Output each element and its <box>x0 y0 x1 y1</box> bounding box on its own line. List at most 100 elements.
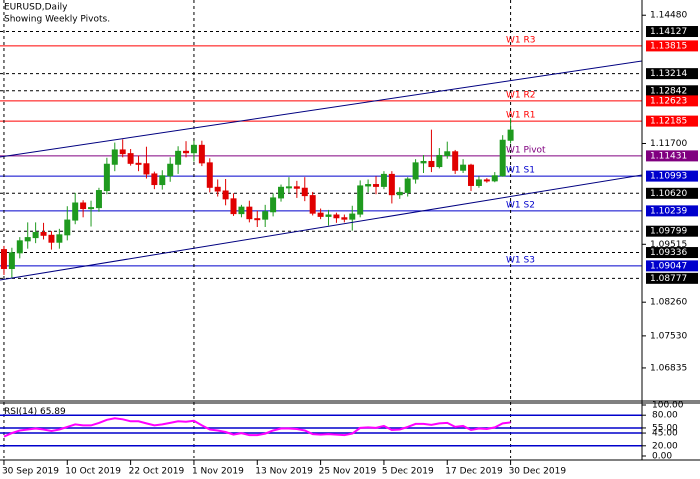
y-tick-label: 1.14480 <box>650 11 687 21</box>
x-tick-label: 30 Sep 2019 <box>2 467 59 477</box>
candle-body <box>507 129 514 141</box>
pivot-value: 1.10993 <box>650 172 687 182</box>
candle-body <box>143 163 150 175</box>
rsi-tick-label: 80.00 <box>652 411 678 421</box>
y-tick-label: 1.09515 <box>650 240 687 250</box>
candle-body <box>175 150 182 165</box>
candle-body <box>452 151 459 171</box>
pivot-name: W1 S1 <box>506 166 535 176</box>
candle-body <box>436 154 443 168</box>
x-tick-label: 22 Oct 2019 <box>129 467 185 477</box>
candle-body <box>278 186 285 199</box>
rsi-tick-label: 45.00 <box>652 429 678 439</box>
rsi-tick-label: 100.00 <box>652 401 684 411</box>
candle-body <box>222 190 229 200</box>
pivot-value: 1.12185 <box>650 117 687 127</box>
candle-body <box>460 164 467 171</box>
candle-body <box>246 206 253 220</box>
pivot-box <box>646 170 698 182</box>
pivot-name: W1 R1 <box>506 111 535 121</box>
candle-body <box>396 191 403 196</box>
channel-lower <box>0 174 643 281</box>
candle-body <box>262 211 269 220</box>
candle-body <box>301 187 308 197</box>
candle-body <box>183 150 190 154</box>
pivot-name: W1 Pivot <box>506 145 546 155</box>
channel-upper <box>0 60 643 158</box>
pivot-box <box>646 95 698 107</box>
candle-body <box>32 232 39 239</box>
price-level-label: 1.14127 <box>650 27 687 37</box>
x-tick-label: 1 Nov 2019 <box>192 467 244 477</box>
candle-body <box>0 249 7 270</box>
candle-body <box>285 186 292 189</box>
price-level-label: 1.09799 <box>650 227 687 237</box>
candle-body <box>135 162 142 165</box>
candle-body <box>475 179 482 186</box>
price-level-label: 1.09336 <box>650 248 687 258</box>
rsi-value: 65.89 <box>40 407 66 417</box>
candle-body <box>95 190 102 209</box>
x-tick-label: 17 Dec 2019 <box>445 467 503 477</box>
candle-body <box>349 213 356 220</box>
rsi-name: RSI(14) <box>4 407 37 417</box>
x-tick-label: 5 Dec 2019 <box>382 467 434 477</box>
price-level-label: 1.10620 <box>650 189 687 199</box>
candle-body <box>309 195 316 214</box>
candle-body <box>483 179 490 182</box>
pivot-value: 1.09047 <box>650 261 687 271</box>
y-tick-label: 1.06835 <box>650 363 687 373</box>
x-tick-label: 13 Nov 2019 <box>255 467 313 477</box>
pivot-value: 1.12623 <box>650 96 687 106</box>
candle-body <box>238 206 245 215</box>
x-tick-label: 10 Oct 2019 <box>65 467 121 477</box>
x-tick-label: 30 Dec 2019 <box>509 467 567 477</box>
pivot-box <box>646 40 698 52</box>
candle-body <box>254 218 261 221</box>
pivot-value: 1.10239 <box>650 206 687 216</box>
candle-body <box>16 240 23 254</box>
x-tick-label: 25 Nov 2019 <box>319 467 377 477</box>
candle-body <box>56 234 63 243</box>
candle-body <box>428 160 435 168</box>
candle-body <box>380 173 387 187</box>
candle-body <box>333 214 340 219</box>
candle-body <box>111 149 118 165</box>
candle-body <box>373 184 380 187</box>
candle-body <box>103 163 110 192</box>
pivot-value: 1.11431 <box>650 151 687 161</box>
candle-body <box>317 212 324 217</box>
pivot-name: W1 S2 <box>506 200 535 210</box>
y-tick-label: 1.11700 <box>650 139 687 149</box>
price-level-box <box>646 247 698 259</box>
price-level-box <box>646 272 698 284</box>
candle-body <box>198 144 205 164</box>
y-tick-label: 1.08260 <box>650 298 687 308</box>
rsi-tick-label: 55.00 <box>652 423 678 433</box>
candle-body <box>293 186 300 189</box>
candle-body <box>80 202 87 210</box>
price-level-box <box>646 187 698 199</box>
candle-body <box>444 151 451 156</box>
price-level-box <box>646 225 698 237</box>
price-level-label: 1.13214 <box>650 69 687 79</box>
candle-body <box>341 217 348 220</box>
rsi-line <box>3 417 511 438</box>
candle-body <box>119 149 126 155</box>
candle-body <box>468 164 475 186</box>
candle-body <box>491 175 498 182</box>
price-level-box <box>646 26 698 38</box>
price-level-label: 1.08777 <box>650 274 687 284</box>
pivot-box <box>646 205 698 217</box>
candle-body <box>88 207 95 210</box>
y-tick-label: 1.07530 <box>650 331 687 341</box>
candle-body <box>420 160 427 164</box>
candle-body <box>40 232 47 236</box>
pivot-box <box>646 260 698 272</box>
candle-body <box>325 214 332 217</box>
candle-body <box>404 178 411 193</box>
candle-body <box>8 252 15 270</box>
pivot-name: W1 S3 <box>506 255 535 265</box>
